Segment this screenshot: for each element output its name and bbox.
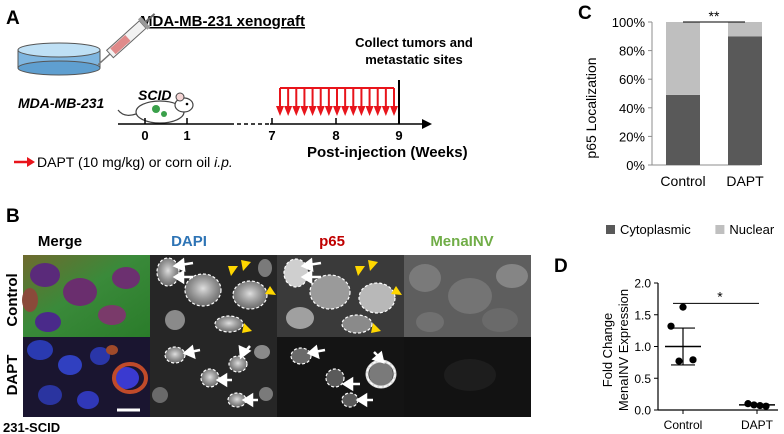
petri-dish-icon	[17, 42, 101, 76]
collect-label-line2: metastatic sites	[365, 52, 463, 67]
image-p65-control	[277, 255, 404, 337]
panel-b-letter: B	[6, 206, 20, 227]
chart-d-data-point	[667, 322, 675, 330]
image-merge-control	[22, 255, 150, 337]
panel-a-title: MDA-MB-231 xenograft	[140, 13, 305, 30]
cell-label: MDA-MB-231	[18, 95, 105, 111]
chart-c-ytick-label: 80%	[619, 44, 645, 59]
dose-arrow-icon	[333, 88, 341, 116]
chart-d-ylabel-line1: Fold Change	[600, 313, 615, 387]
image-dapi-control	[150, 255, 277, 337]
chart-c-category-label: DAPT	[726, 173, 764, 189]
mouse-icon	[117, 92, 194, 124]
tick-0: 0	[141, 128, 148, 143]
chart-d-ylabel-line2: MenaINV Expression	[616, 289, 631, 411]
chart-c-bar-nuclear	[728, 22, 762, 37]
chart-c-legend-label: Cytoplasmic	[620, 222, 691, 237]
dose-arrow-icon	[349, 88, 358, 116]
tick-8: 8	[332, 128, 339, 143]
chart-d-ytick-label: 1.5	[634, 308, 651, 322]
panel-b-footer: 231-SCID	[3, 420, 60, 434]
nucleus-outlines-control	[156, 257, 396, 334]
chart-d-significance-label: *	[717, 288, 723, 304]
dose-arrow-icon	[308, 88, 317, 116]
dose-arrow-icon	[390, 88, 398, 116]
chart-d-ytick-label: 1.0	[634, 340, 651, 354]
chart-d-ytick-label: 0.0	[634, 404, 651, 418]
row-label-control: Control	[4, 273, 21, 326]
col-header-merge: Merge	[38, 233, 82, 250]
chart-d-category-label: Control	[664, 418, 703, 432]
chart-c-ylabel: p65 Localization	[583, 57, 599, 158]
dose-legend: DAPT (10 mg/kg) or corn oil i.p.	[37, 154, 233, 170]
panel-a: A MDA-MB-231 xenograft SCID MDA-MB-231	[6, 8, 473, 170]
dose-arrow-icon	[284, 88, 293, 116]
chart-d-data-point	[675, 357, 683, 365]
dose-arrow-icon	[341, 88, 350, 116]
dose-arrow-icon	[276, 88, 284, 116]
image-menainv-control	[404, 255, 531, 337]
tick-9: 9	[395, 128, 402, 143]
chart-d-data-point	[744, 400, 752, 408]
timeline-xlabel: Post-injection (Weeks)	[307, 144, 468, 161]
chart-d-data-point	[762, 402, 770, 410]
chart-c-ytick-label: 40%	[619, 101, 645, 116]
dose-arrow-icon	[316, 88, 325, 116]
chart-d-ytick-label: 2.0	[634, 277, 651, 291]
timeline: 0 1 7 8 9	[118, 80, 432, 143]
chart-d-plot: 0.0 0.5 1.0 1.5 2.0 Control DAPT *	[634, 277, 778, 432]
dose-arrow-icon	[357, 88, 366, 116]
tick-7: 7	[268, 128, 275, 143]
panel-d-letter: D	[554, 256, 568, 277]
chart-c-ytick-label: 0%	[626, 158, 645, 173]
chart-c-plot: 0% 20% 40% 60% 80% 100% Control DAPT ** Cytoplasm…	[606, 8, 775, 237]
col-header-dapi: DAPI	[171, 233, 207, 250]
chart-c-ytick-label: 60%	[619, 72, 645, 87]
dose-arrows	[276, 87, 398, 116]
chart-d-ytick-label: 0.5	[634, 372, 651, 386]
chart-c-significance-label: **	[709, 8, 720, 24]
chart-d-data-point	[679, 303, 687, 311]
chart-c-legend-label: Nuclear	[729, 222, 774, 237]
chart-d-data-point	[689, 356, 697, 364]
white-arrow-icons-control	[172, 257, 322, 285]
dose-arrow-icon	[324, 88, 333, 116]
mouse-label: SCID	[138, 87, 171, 103]
panel-a-letter: A	[6, 8, 20, 29]
chart-c-legend-swatch	[715, 225, 725, 234]
chart-c-legend-swatch	[606, 225, 615, 234]
image-dapi-dapt	[150, 337, 277, 417]
dose-arrow-icon	[300, 88, 309, 116]
image-merge-dapt	[23, 337, 150, 417]
chart-c-category-label: Control	[660, 173, 705, 189]
syringe-icon	[97, 13, 156, 66]
dose-arrow-icon	[365, 88, 374, 116]
image-menainv-dapt	[404, 337, 531, 417]
dose-arrow-icon	[373, 88, 382, 116]
dose-arrow-icon	[292, 88, 301, 116]
col-header-menainv: MenaINV	[430, 233, 493, 250]
panel-d: D Fold Change MenaINV Expression 0.0 0.5 1…	[554, 256, 778, 432]
collect-label-line1: Collect tumors and	[355, 35, 473, 50]
yellow-arrowhead-icons	[228, 260, 402, 333]
row-label-dapt: DAPT	[4, 355, 21, 396]
chart-d-category-label: DAPT	[741, 418, 774, 432]
white-arrow-icons-dapt	[182, 344, 385, 408]
chart-c-ytick-label: 100%	[612, 15, 646, 30]
image-p65-dapt	[277, 337, 404, 417]
chart-c-ytick-label: 20%	[619, 129, 645, 144]
panel-c: C p65 Localization 0% 20% 40% 60% 80% 100% Con…	[578, 3, 775, 237]
tick-1: 1	[183, 128, 190, 143]
chart-c-bar-nuclear	[666, 22, 700, 95]
panel-c-letter: C	[578, 3, 592, 24]
chart-c-bar-cytoplasmic	[666, 94, 700, 165]
panel-b: B Merge DAPI p65 MenaINV Control DAPT	[3, 206, 531, 434]
chart-c-bar-cytoplasmic	[728, 36, 762, 165]
dose-legend-arrow-icon	[14, 157, 35, 167]
dose-arrow-icon	[381, 88, 390, 116]
col-header-p65: p65	[319, 233, 345, 250]
